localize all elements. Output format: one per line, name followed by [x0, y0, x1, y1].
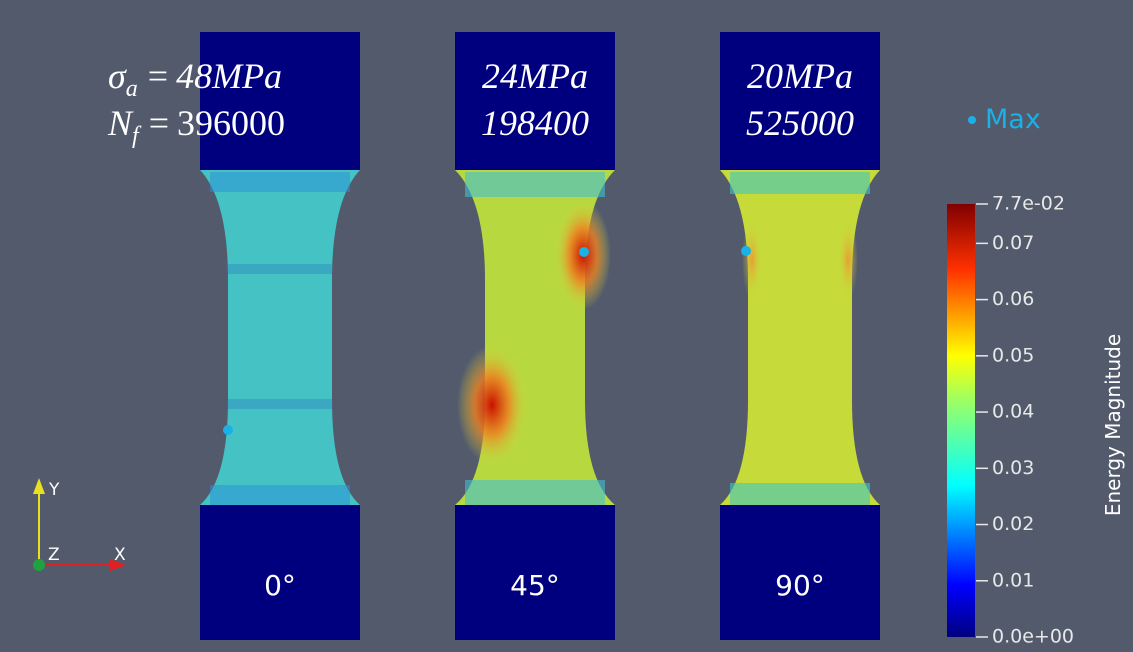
colorbar-ticks: 7.7e-02 0.07 0.06 0.05 0.04 0.03 0.02 0.01 0.0e+… [976, 193, 1074, 648]
specimens [200, 32, 880, 640]
y-label: Y [48, 480, 60, 500]
max-point [741, 246, 751, 256]
grip [200, 505, 360, 640]
edge [730, 483, 870, 505]
grip [200, 32, 360, 170]
stress-label: σa = 48MPa [108, 56, 282, 102]
band [228, 264, 332, 274]
hotspot [838, 220, 858, 300]
grip [720, 32, 880, 170]
gauge-section [200, 170, 360, 505]
z-label: Z [48, 545, 60, 565]
y-arrow [33, 478, 45, 494]
cycles-label: 198400 [481, 103, 589, 143]
colorbar-tick-label: 7.7e-02 [992, 193, 1065, 215]
legend-dot [968, 116, 976, 124]
max-point [579, 247, 589, 257]
edge [730, 172, 870, 194]
colorbar-tick-label: 0.07 [992, 232, 1034, 254]
grip [455, 32, 615, 170]
colorbar-tick-label: 0.06 [992, 288, 1034, 310]
colorbar-tick-label: 0.02 [992, 513, 1034, 535]
colorbar [947, 204, 975, 637]
edge [210, 485, 350, 505]
colorbar-tick-label: 0.03 [992, 457, 1034, 479]
hotspot [742, 220, 762, 300]
band [228, 399, 332, 409]
edge [465, 480, 605, 505]
angle-label: 0° [264, 569, 296, 602]
colorbar-tick-label: 0.0e+00 [992, 626, 1074, 648]
hotspot [457, 345, 527, 465]
edge [465, 172, 605, 197]
colorbar-tick-label: 0.04 [992, 401, 1034, 423]
x-label: X [114, 545, 126, 565]
cycles-label: Nf = 396000 [107, 103, 285, 149]
grip [455, 505, 615, 640]
colorbar-tick-label: 0.05 [992, 344, 1034, 366]
legend-label: Max [985, 104, 1041, 135]
stress-label: 20MPa [747, 56, 853, 96]
stress-label: 24MPa [482, 56, 588, 96]
axes-triad: Y Z X [33, 478, 126, 571]
z-axis [33, 559, 45, 571]
x-arrow [110, 559, 126, 571]
edge [210, 172, 350, 192]
angle-label: 90° [775, 569, 825, 602]
colorbar-title: Energy Magnitude [1101, 334, 1125, 516]
cycles-label: 525000 [746, 103, 854, 143]
colorbar-tick-label: 0.01 [992, 569, 1034, 591]
grip [720, 505, 880, 640]
angle-label: 45° [510, 569, 560, 602]
max-point [223, 425, 233, 435]
